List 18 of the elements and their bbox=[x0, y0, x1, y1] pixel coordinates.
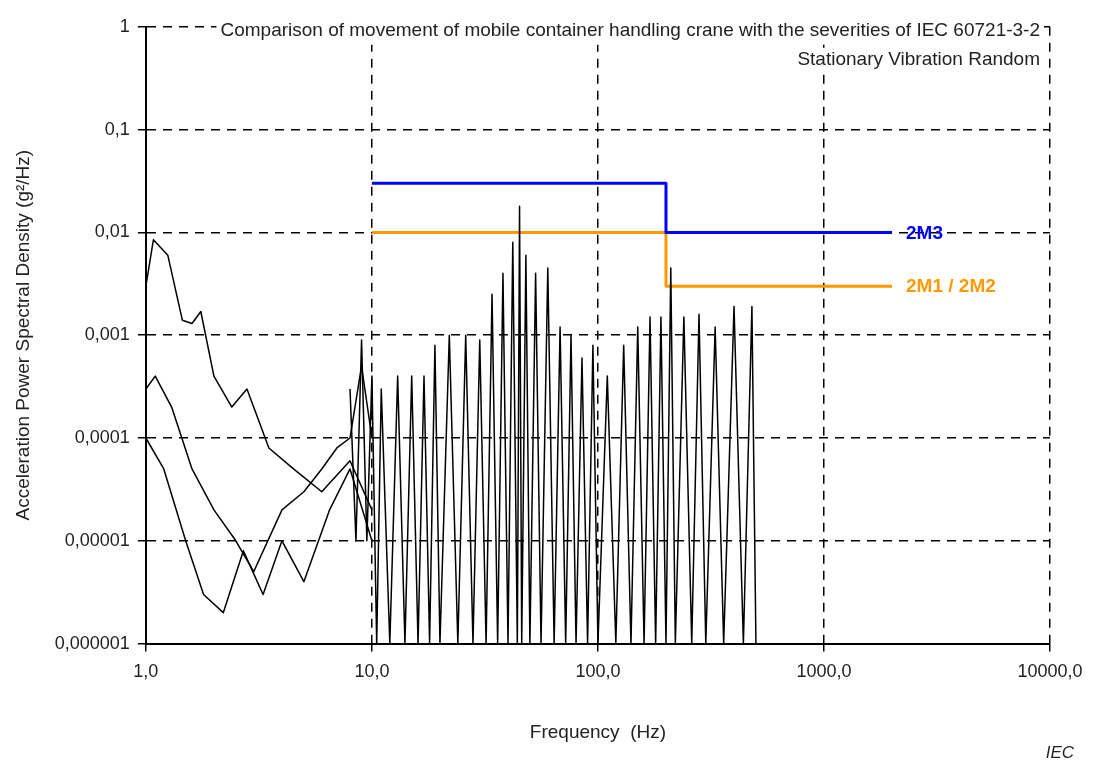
x-tick-label: 10000,0 bbox=[1017, 661, 1083, 682]
y-tick-label: 0,01 bbox=[94, 221, 130, 242]
text: IEC bbox=[1045, 743, 1074, 763]
y-tick-label: 0,0001 bbox=[74, 426, 130, 447]
y-tick-label: 1 bbox=[119, 15, 130, 36]
y-tick-label: 0,1 bbox=[104, 118, 130, 139]
y-tick-label: 0,000001 bbox=[54, 632, 130, 653]
x-axis-title: Frequency (Hz) bbox=[529, 720, 667, 742]
chart-title: Comparison of movement of mobile container handling crane with the severities of IEC 60721-3-2 Stationary Vibration Random bbox=[220, 18, 1040, 69]
x-tick-label: 1,0 bbox=[133, 661, 159, 682]
series-label: 2M1 / 2M2 bbox=[906, 275, 996, 297]
series-label: 2M3 bbox=[906, 221, 943, 243]
x-tick-label: 100,0 bbox=[575, 661, 621, 682]
y-tick-label: 0,001 bbox=[84, 324, 130, 345]
x-tick-label: 1000,0 bbox=[796, 661, 852, 682]
y-axis-title: Acceleration Power Spectral Density (g²/Hz) bbox=[11, 149, 33, 521]
y-tick-label: 0,00001 bbox=[64, 529, 130, 550]
x-tick-label: 10,0 bbox=[354, 661, 390, 682]
